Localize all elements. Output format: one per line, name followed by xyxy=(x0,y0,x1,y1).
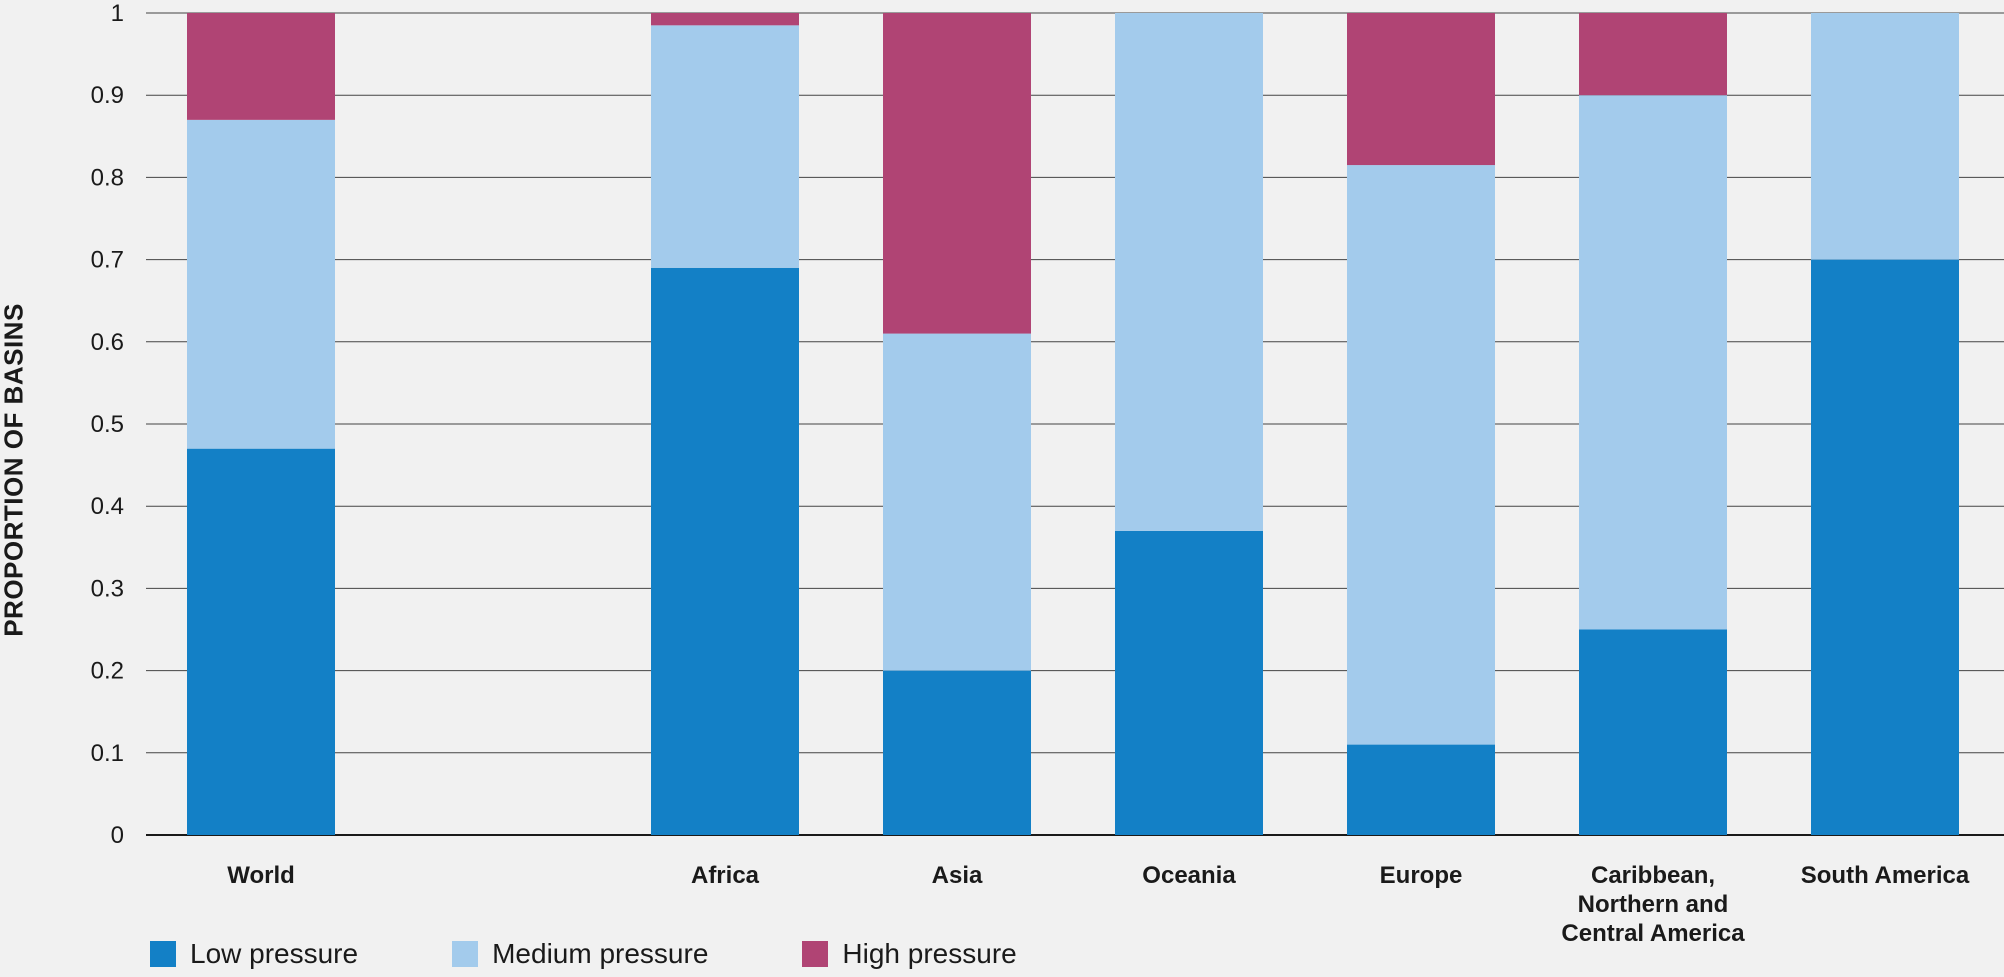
bar-segment-high-pressure xyxy=(187,13,335,120)
bar-segment-medium-pressure xyxy=(651,25,799,268)
y-tick-label: 0.5 xyxy=(91,411,124,438)
x-tick-label: Asia xyxy=(932,862,983,889)
legend-item-low: Low pressure xyxy=(150,938,358,970)
bar-segment-medium-pressure xyxy=(1811,13,1959,260)
legend-swatch-low xyxy=(150,941,176,967)
y-tick-label: 0.7 xyxy=(91,247,124,274)
y-tick-label: 0.1 xyxy=(91,740,124,767)
bar-segment-high-pressure xyxy=(883,13,1031,334)
x-tick-label: South America xyxy=(1801,862,1970,889)
x-tick-label: Africa xyxy=(691,862,760,889)
legend-item-high: High pressure xyxy=(802,938,1017,970)
y-tick-label: 1 xyxy=(111,0,124,27)
legend-label-high: High pressure xyxy=(842,938,1017,969)
x-tick-label: Central America xyxy=(1561,920,1745,947)
bar-segment-medium-pressure xyxy=(883,333,1031,671)
y-axis-title: PROPORTION OF BASINS xyxy=(0,303,29,637)
y-tick-label: 0.8 xyxy=(91,164,124,191)
bar-segment-high-pressure xyxy=(1347,13,1495,166)
x-tick-label: Oceania xyxy=(1142,862,1236,889)
bar-segment-high-pressure xyxy=(1579,13,1727,96)
bar-segment-medium-pressure xyxy=(1115,13,1263,531)
y-tick-label: 0.6 xyxy=(91,329,124,356)
x-tick-label: Caribbean, xyxy=(1591,862,1715,889)
legend-label-low: Low pressure xyxy=(190,938,359,969)
bar-segment-low-pressure xyxy=(1347,744,1495,835)
x-tick-label: Europe xyxy=(1380,862,1463,889)
bar-segment-low-pressure xyxy=(651,267,799,835)
legend-item-medium: Medium pressure xyxy=(452,938,708,970)
y-tick-label: 0.9 xyxy=(91,82,124,109)
legend: Low pressure Medium pressure High pressu… xyxy=(150,938,1111,970)
legend-swatch-medium xyxy=(452,941,479,967)
y-tick-label: 0 xyxy=(111,822,124,849)
bar-segment-medium-pressure xyxy=(1579,95,1727,630)
legend-swatch-high xyxy=(802,941,829,967)
bar-segment-low-pressure xyxy=(1811,259,1959,836)
bar-segment-low-pressure xyxy=(187,448,335,835)
x-tick-label: Northern and xyxy=(1578,891,1729,918)
bar-segment-low-pressure xyxy=(883,670,1031,835)
y-tick-label: 0.4 xyxy=(91,493,124,520)
y-tick-label: 0.3 xyxy=(91,575,124,602)
bar-segment-medium-pressure xyxy=(1347,165,1495,745)
legend-label-medium: Medium pressure xyxy=(492,938,709,969)
bar-segment-high-pressure xyxy=(651,13,799,26)
x-tick-label: World xyxy=(227,862,295,889)
bar-segment-medium-pressure xyxy=(187,119,335,449)
y-tick-label: 0.2 xyxy=(91,658,124,685)
bar-segment-low-pressure xyxy=(1115,530,1263,835)
bar-segment-low-pressure xyxy=(1579,629,1727,835)
